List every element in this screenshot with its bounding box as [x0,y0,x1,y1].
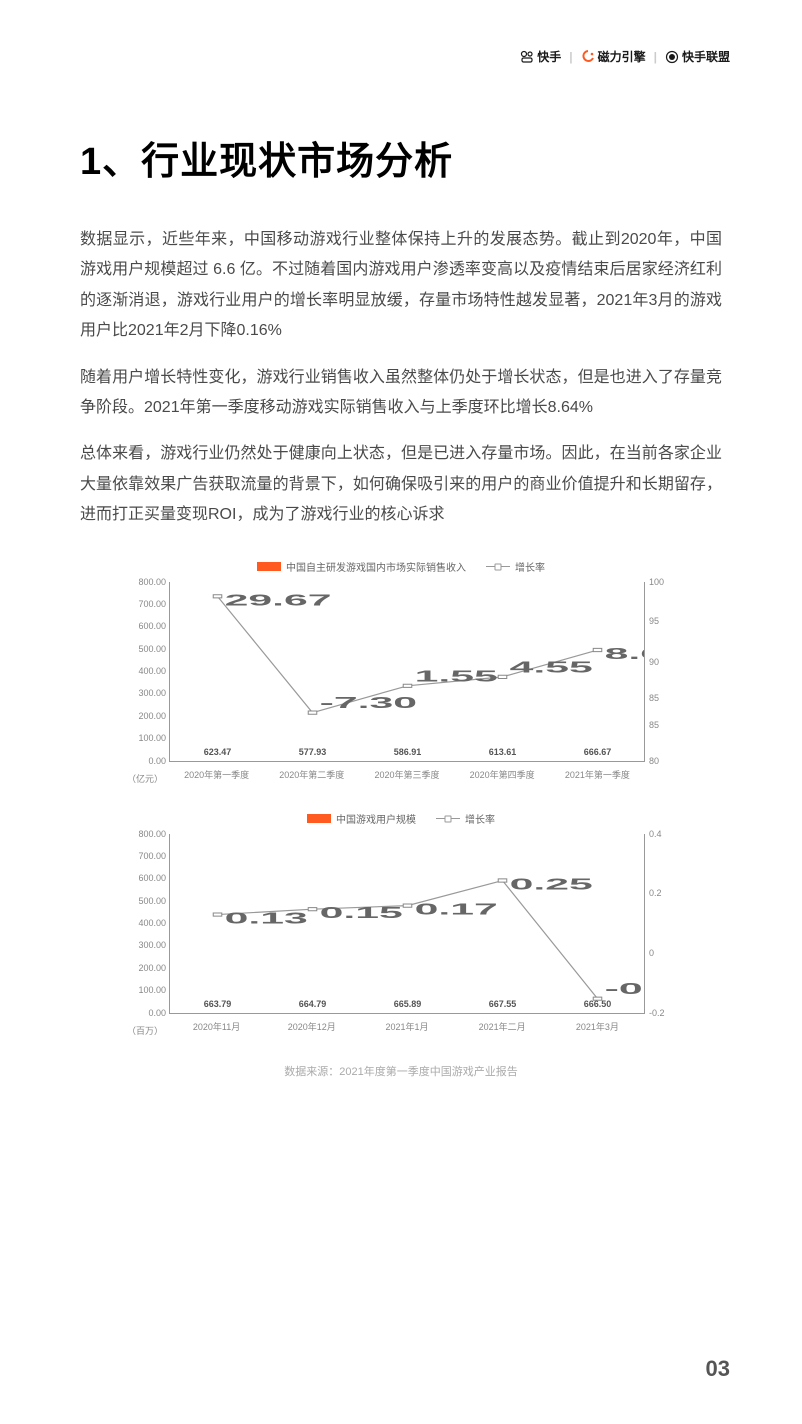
chart1-unit: （亿元） [127,772,163,785]
logo-union: 快手联盟 [665,48,730,65]
chart2-legend-line: 增长率 [436,811,495,826]
magnet-icon [581,50,595,64]
chart1-legend-bar-label: 中国自主研发游戏国内市场实际销售收入 [286,559,466,574]
logo-separator-2: | [654,50,657,64]
y-right-tick: 100 [649,577,679,587]
y-left-tick: 300.00 [126,940,166,950]
x-label: 2020年12月 [269,1020,355,1033]
chart2-x-labels: 2020年11月 2020年12月 2021年1月 2021年二月 2021年3月 [169,1020,645,1033]
logo-kuaishou: 快手 [520,48,561,65]
bar-value-label: 666.50 [584,999,612,1009]
union-icon [665,50,679,64]
bar-value-label: 665.89 [394,999,422,1009]
bar-value-label: 623.47 [204,747,232,757]
y-left-tick: 800.00 [126,829,166,839]
y-left-tick: 400.00 [126,666,166,676]
logo-union-text: 快手联盟 [682,48,730,65]
logo-kuaishou-text: 快手 [537,48,561,65]
logo-magnet-text: 磁力引擎 [598,48,646,65]
bar-value-label: 586.91 [394,747,422,757]
y-right-tick: -0.2 [649,1008,679,1018]
chart2-legend: 中国游戏用户规模 增长率 [121,811,681,826]
y-left-tick: 700.00 [126,851,166,861]
line-swatch-icon [436,818,460,819]
x-label: 2021年二月 [459,1020,545,1033]
x-label: 2021年1月 [364,1020,450,1033]
y-left-tick: 500.00 [126,896,166,906]
y-left-tick: 600.00 [126,873,166,883]
x-label: 2020年11月 [174,1020,260,1033]
paragraph-3: 总体来看，游戏行业仍然处于健康向上状态，但是已进入存量市场。因此，在当前各家企业… [80,439,722,530]
y-right-tick: 0.4 [649,829,679,839]
y-left-tick: 600.00 [126,621,166,631]
chart1-plot: 623.47577.93586.91613.61666.67 29.67-7.3… [169,582,645,762]
x-label: 2021年第一季度 [555,768,641,781]
header-logos: 快手 | 磁力引擎 | 快手联盟 [520,48,730,65]
x-label: 2021年3月 [555,1020,641,1033]
logo-magnet: 磁力引擎 [581,48,646,65]
bar-swatch-icon [257,562,281,571]
bar-value-label: 577.93 [299,747,327,757]
chart1-x-labels: 2020年第一季度 2020年第二季度 2020年第三季度 2020年第四季度 2021… [169,768,645,781]
y-right-tick: 0.2 [649,888,679,898]
page-number: 03 [706,1356,730,1382]
y-left-tick: 800.00 [126,577,166,587]
x-label: 2020年第三季度 [364,768,450,781]
y-right-tick: 80 [649,756,679,766]
chart2-legend-bar-label: 中国游戏用户规模 [336,811,416,826]
bar-value-label: 664.79 [299,999,327,1009]
y-left-tick: 400.00 [126,918,166,928]
chart2-legend-line-label: 增长率 [465,811,495,826]
chart-sales-revenue: 中国自主研发游戏国内市场实际销售收入 增长率 623.47 577.93 586.9… [121,559,681,781]
x-label: 2020年第二季度 [269,768,355,781]
bar-value-label: 667.55 [489,999,517,1009]
y-left-tick: 100.00 [126,985,166,995]
data-source: 数据来源：2021年度第一季度中国游戏产业报告 [80,1063,722,1079]
y-left-tick: 300.00 [126,688,166,698]
y-left-tick: 200.00 [126,963,166,973]
y-left-tick: 100.00 [126,733,166,743]
chart2-legend-bar: 中国游戏用户规模 [307,811,416,826]
chart1-legend-line: 增长率 [486,559,545,574]
paragraph-1: 数据显示，近些年来，中国移动游戏行业整体保持上升的发展态势。截止到2020年，中… [80,225,722,347]
chart2-bars: 663.79 664.79 665.89 667.55 666.50 [170,834,645,1013]
y-left-tick: 0.00 [126,1008,166,1018]
y-left-tick: 700.00 [126,599,166,609]
bar-value-label: 613.61 [489,747,517,757]
kuaishou-icon [520,50,534,64]
y-right-tick: 0 [649,948,679,958]
chart2-unit: （百万） [127,1024,163,1037]
paragraph-2: 随着用户增长特性变化，游戏行业销售收入虽然整体仍处于增长状态，但是也进入了存量竞… [80,363,722,424]
y-left-tick: 0.00 [126,756,166,766]
bar-value-label: 663.79 [204,999,232,1009]
chart1-bars: 623.47 577.93 586.91 613.61 666.67 [170,582,645,761]
bar-swatch-icon [307,814,331,823]
chart2-plot: 663.79664.79665.89667.55666.50 0.130.150… [169,834,645,1014]
chart1-legend: 中国自主研发游戏国内市场实际销售收入 增长率 [121,559,681,574]
chart-user-scale: 中国游戏用户规模 增长率 663.79 664.79 665.89 667.55 666… [121,811,681,1033]
page-title: 1、行业现状市场分析 [80,130,722,185]
y-left-tick: 200.00 [126,711,166,721]
line-swatch-icon [486,566,510,567]
y-right-tick: 85 [649,693,679,703]
y-left-tick: 500.00 [126,644,166,654]
bar-value-label: 666.67 [584,747,612,757]
chart1-legend-line-label: 增长率 [515,559,545,574]
chart1-legend-bar: 中国自主研发游戏国内市场实际销售收入 [257,559,466,574]
y-right-tick: 90 [649,657,679,667]
x-label: 2020年第一季度 [174,768,260,781]
y-right-tick: 95 [649,616,679,626]
x-label: 2020年第四季度 [459,768,545,781]
y-right-tick: 85 [649,720,679,730]
logo-separator-1: | [569,50,572,64]
